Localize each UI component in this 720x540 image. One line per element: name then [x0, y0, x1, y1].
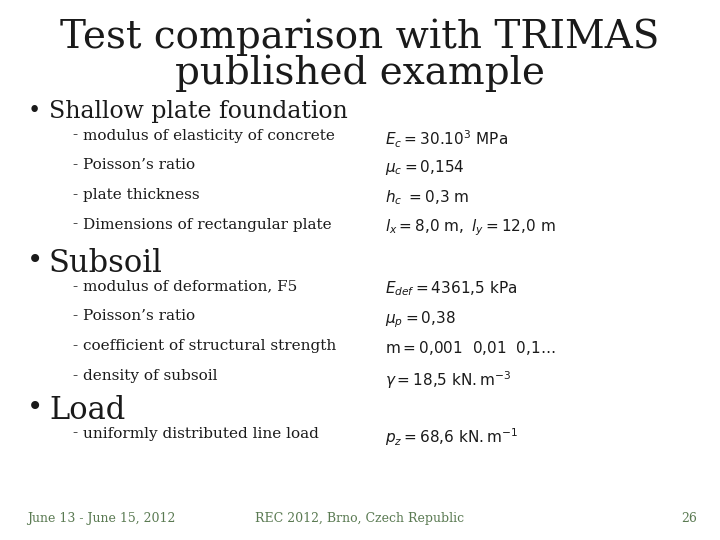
- Text: -: -: [72, 280, 77, 294]
- Text: REC 2012, Brno, Czech Republic: REC 2012, Brno, Czech Republic: [256, 512, 464, 525]
- Text: coefficient of structural strength: coefficient of structural strength: [83, 339, 336, 353]
- Text: -: -: [72, 188, 77, 202]
- Text: -: -: [72, 129, 77, 143]
- Text: June 13 - June 15, 2012: June 13 - June 15, 2012: [27, 512, 176, 525]
- Text: -: -: [72, 427, 77, 441]
- Text: -: -: [72, 339, 77, 353]
- Text: Dimensions of rectangular plate: Dimensions of rectangular plate: [83, 218, 331, 232]
- Text: $p_z = 68{,}6 \ \mathrm{kN.m^{-1}}$: $p_z = 68{,}6 \ \mathrm{kN.m^{-1}}$: [385, 427, 518, 448]
- Text: $\mathrm{m} = 0{,}001 \ \ 0{,}01 \ \ 0{,}1\ldots$: $\mathrm{m} = 0{,}001 \ \ 0{,}01 \ \ 0{,…: [385, 339, 556, 357]
- Text: Shallow plate foundation: Shallow plate foundation: [49, 100, 348, 123]
- Text: Poisson’s ratio: Poisson’s ratio: [83, 158, 195, 172]
- Text: •: •: [27, 248, 44, 275]
- Text: -: -: [72, 309, 77, 323]
- Text: Load: Load: [49, 395, 125, 426]
- Text: $h_c \ = 0{,}3 \ \mathrm{m}$: $h_c \ = 0{,}3 \ \mathrm{m}$: [385, 188, 469, 207]
- Text: plate thickness: plate thickness: [83, 188, 199, 202]
- Text: Test comparison with TRIMAS: Test comparison with TRIMAS: [60, 19, 660, 56]
- Text: $E_c = 30.10^3 \ \mathrm{MPa}$: $E_c = 30.10^3 \ \mathrm{MPa}$: [385, 129, 508, 150]
- Text: published example: published example: [175, 54, 545, 91]
- Text: •: •: [27, 100, 40, 122]
- Text: $\gamma = 18{,}5 \ \mathrm{kN.m^{-3}}$: $\gamma = 18{,}5 \ \mathrm{kN.m^{-3}}$: [385, 369, 512, 390]
- Text: Subsoil: Subsoil: [49, 248, 163, 279]
- Text: density of subsoil: density of subsoil: [83, 369, 217, 383]
- Text: $E_{def} = 4361{,}5 \ \mathrm{kPa}$: $E_{def} = 4361{,}5 \ \mathrm{kPa}$: [385, 280, 518, 299]
- Text: -: -: [72, 158, 77, 172]
- Text: uniformly distributed line load: uniformly distributed line load: [83, 427, 319, 441]
- Text: Poisson’s ratio: Poisson’s ratio: [83, 309, 195, 323]
- Text: -: -: [72, 369, 77, 383]
- Text: $l_x = 8{,}0 \ \mathrm{m}, \ l_y = 12{,}0 \ \mathrm{m}$: $l_x = 8{,}0 \ \mathrm{m}, \ l_y = 12{,}…: [385, 218, 556, 238]
- Text: modulus of deformation, F5: modulus of deformation, F5: [83, 280, 297, 294]
- Text: -: -: [72, 218, 77, 232]
- Text: 26: 26: [681, 512, 697, 525]
- Text: $\mu_c = 0{,}154$: $\mu_c = 0{,}154$: [385, 158, 465, 177]
- Text: •: •: [27, 395, 44, 422]
- Text: $\mu_p = 0{,}38$: $\mu_p = 0{,}38$: [385, 309, 456, 330]
- Text: modulus of elasticity of concrete: modulus of elasticity of concrete: [83, 129, 335, 143]
